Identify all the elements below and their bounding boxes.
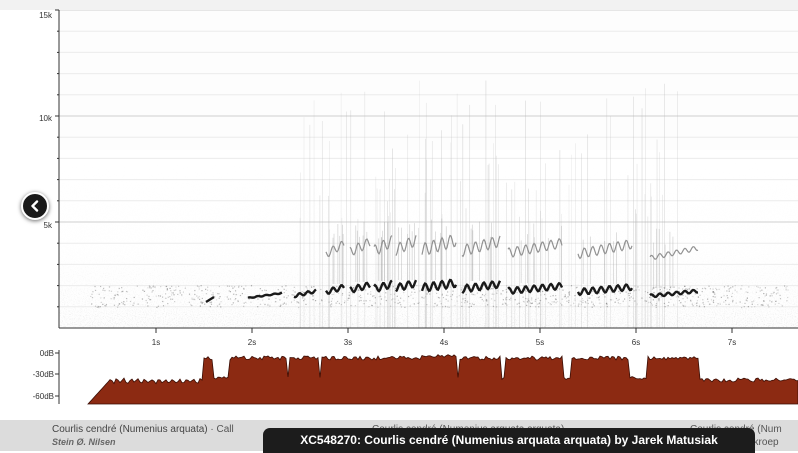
call-harmonic: [421, 234, 457, 256]
call-trace: [461, 280, 502, 294]
time-label-1s: 1s: [152, 338, 160, 347]
call-trace: [576, 283, 634, 297]
spectrogram-plot: [59, 10, 798, 328]
level-label-30db: -30dB: [33, 370, 54, 379]
time-label-6s: 6s: [632, 338, 640, 347]
level-label-60db: -60dB: [33, 392, 54, 401]
next-recording-recordist[interactable]: ekroep: [748, 437, 779, 448]
call-trace: [247, 291, 283, 299]
call-trace: [507, 281, 564, 296]
chevron-left-icon: [31, 200, 39, 212]
time-label-2s: 2s: [248, 338, 256, 347]
level-label-0db: 0dB: [40, 349, 54, 358]
call-trace: [325, 284, 345, 295]
title-separator: ·: [207, 424, 217, 435]
prev-recording-title[interactable]: Courlis cendré (Numenius arquata) · Call: [52, 424, 234, 435]
call-trace: [420, 278, 458, 293]
top-strip: [0, 0, 798, 10]
call-harmonic: [461, 235, 501, 258]
call-trace: [373, 279, 393, 293]
amplitude-envelope: [87, 354, 798, 405]
call-harmonic: [395, 235, 417, 256]
call-harmonic: [349, 238, 371, 256]
call-trace: [649, 288, 699, 299]
time-label-7s: 7s: [728, 338, 736, 347]
call-trace: [349, 281, 371, 294]
call-harmonic: [325, 240, 345, 257]
freq-label-10k: 10k: [39, 114, 53, 123]
prev-recording-recordist[interactable]: Stein Ø. Nilsen: [52, 437, 116, 447]
call-trace: [395, 279, 418, 293]
call-harmonic: [507, 237, 563, 258]
curlew-call-traces: [90, 218, 789, 309]
time-label-3s: 3s: [344, 338, 352, 347]
prev-recording-species: Courlis cendré (Numenius arquata): [52, 424, 208, 435]
call-harmonic: [577, 239, 633, 260]
broadband-noise-streaks: [299, 80, 678, 328]
call-harmonic: [373, 235, 393, 255]
previous-recording-button[interactable]: [21, 192, 49, 220]
call-trace: [293, 288, 317, 299]
call-trace: [205, 295, 215, 304]
waveform-panel: 0dB -30dB -60dB: [33, 349, 798, 405]
recording-caption: XC548270: Courlis cendré (Numenius arqua…: [263, 428, 755, 453]
spectrogram-canvas: 15k 10k 5k 1s 2s 3s 4s 5s 6s 7s 0dB -30d…: [0, 0, 798, 405]
call-harmonic: [649, 246, 699, 260]
time-label-4s: 4s: [440, 338, 448, 347]
freq-label-15k: 15k: [39, 11, 53, 20]
time-ticks: [155, 328, 733, 333]
frequency-ticks: [55, 9, 59, 308]
prev-recording-type: Call: [216, 424, 234, 435]
freq-label-5k: 5k: [44, 221, 53, 230]
time-label-5s: 5s: [536, 338, 544, 347]
frequency-gridlines: [59, 10, 798, 308]
